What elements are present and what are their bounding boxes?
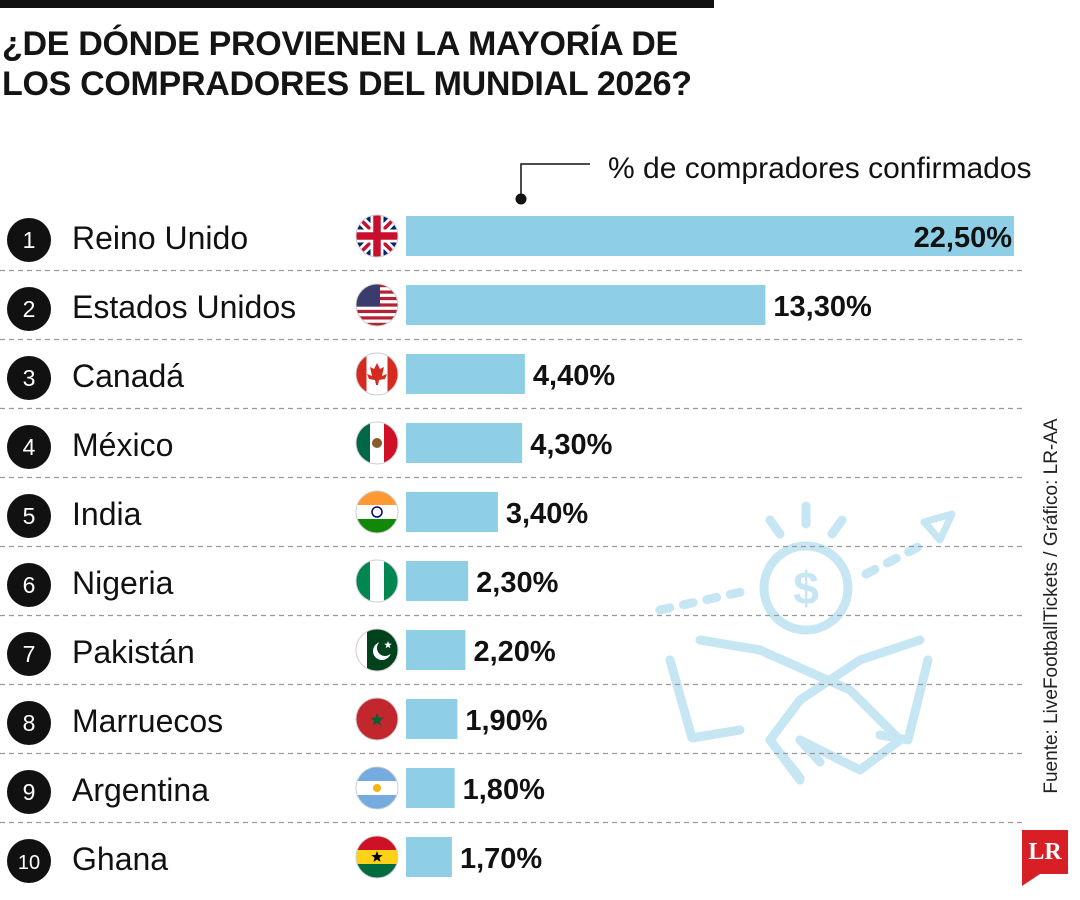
dollar-sign-icon: $ xyxy=(793,562,819,614)
chart-row: 6 Nigeria 2,30% xyxy=(0,545,1022,607)
chart-row: 2 Estados Unidos 13,30% xyxy=(0,269,1022,331)
uk-flag-icon xyxy=(355,214,399,258)
chart-row: 1 Reino Unido 22,50% xyxy=(7,214,1014,262)
country-label: Canadá xyxy=(72,358,184,394)
rank-badge xyxy=(7,839,51,883)
chart-title-line-2: LOS COMPRADORES DEL MUNDIAL 2026? xyxy=(2,65,692,103)
rank-number: 4 xyxy=(23,434,36,460)
rank-number: 1 xyxy=(23,227,36,253)
rank-badge xyxy=(7,701,51,745)
bar xyxy=(406,492,498,532)
bar xyxy=(406,768,455,808)
country-label: Ghana xyxy=(72,841,168,877)
source-credit: Fuente: LiveFootballTickets / Gráfico: L… xyxy=(1041,418,1062,794)
rank-number: 3 xyxy=(23,365,36,391)
value-label: 22,50% xyxy=(914,222,1013,254)
rank-number: 9 xyxy=(23,779,36,805)
chart-row: 9 Argentina 1,80% xyxy=(0,752,1022,814)
legend-label: % de compradores confirmados xyxy=(608,152,1032,185)
value-label: 4,40% xyxy=(533,360,615,392)
chart-row: 4 México 4,30% xyxy=(0,407,1022,469)
country-label: Marruecos xyxy=(72,703,223,739)
country-label: Nigeria xyxy=(72,565,174,601)
legend-leader-line xyxy=(520,163,590,199)
legend: % de compradores confirmados xyxy=(515,152,1032,205)
country-label: Argentina xyxy=(72,772,209,808)
argentina-flag-icon xyxy=(355,766,399,810)
rank-number: 10 xyxy=(18,852,40,874)
value-label: 2,20% xyxy=(473,636,555,668)
rank-number: 6 xyxy=(23,572,36,598)
value-label: 1,70% xyxy=(460,843,542,875)
rank-badge xyxy=(7,632,51,676)
bar xyxy=(406,561,469,601)
rank-badge xyxy=(7,425,51,469)
lr-logo: LR xyxy=(1022,830,1068,874)
rank-badge xyxy=(7,218,51,262)
bar xyxy=(406,630,466,670)
country-label: India xyxy=(72,496,142,532)
country-label: Pakistán xyxy=(72,634,195,670)
value-label: 1,90% xyxy=(465,705,547,737)
country-label: México xyxy=(72,427,173,463)
bar xyxy=(406,699,458,739)
canada-flag-icon xyxy=(355,352,399,396)
nigeria-flag-icon xyxy=(355,559,399,603)
ghana-flag-icon xyxy=(355,835,399,879)
chart-row: 3 Canadá 4,40% xyxy=(0,338,1022,400)
value-label: 13,30% xyxy=(773,291,872,323)
rank-number: 8 xyxy=(23,710,36,736)
country-label: Reino Unido xyxy=(72,220,248,256)
rank-badge xyxy=(7,356,51,400)
chart-row: 7 Pakistán 2,20% xyxy=(0,614,1022,676)
chart-rows: 1 Reino Unido 22,50% 2 Estados Unidos 13,30% 3… xyxy=(0,214,1022,883)
bar xyxy=(406,837,452,877)
country-label: Estados Unidos xyxy=(72,289,296,325)
chart-title-line-1: ¿DE DÓNDE PROVIENEN LA MAYORÍA DE xyxy=(2,25,678,63)
value-label: 4,30% xyxy=(530,429,612,461)
rank-number: 7 xyxy=(23,641,36,667)
value-label: 1,80% xyxy=(463,774,545,806)
pakistan-flag-icon xyxy=(355,628,399,672)
rank-badge xyxy=(7,287,51,331)
chart-row: 5 India 3,40% xyxy=(0,476,1022,538)
mexico-flag-icon xyxy=(355,421,399,465)
morocco-flag-icon xyxy=(355,697,399,741)
rank-badge xyxy=(7,770,51,814)
legend-dot-icon xyxy=(515,193,527,205)
usa-flag-icon xyxy=(355,283,399,327)
india-flag-icon xyxy=(355,490,399,534)
bar xyxy=(406,285,766,325)
rank-number: 5 xyxy=(23,503,36,529)
bar xyxy=(406,354,525,394)
chart-title: ¿DE DÓNDE PROVIENEN LA MAYORÍA DE LOS CO… xyxy=(2,24,762,104)
lr-logo-tail xyxy=(1022,874,1040,886)
rank-badge xyxy=(7,494,51,538)
value-label: 2,30% xyxy=(476,567,558,599)
value-label: 3,40% xyxy=(506,498,588,530)
chart-row: 8 Marruecos 1,90% xyxy=(0,683,1022,745)
rank-badge xyxy=(7,563,51,607)
bar xyxy=(406,423,523,463)
top-rule xyxy=(0,0,714,8)
bar xyxy=(406,216,1014,256)
rank-number: 2 xyxy=(23,296,36,322)
chart-row: 10 Ghana 1,70% xyxy=(0,821,1022,883)
